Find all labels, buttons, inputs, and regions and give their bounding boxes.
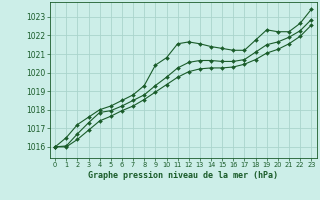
X-axis label: Graphe pression niveau de la mer (hPa): Graphe pression niveau de la mer (hPa): [88, 171, 278, 180]
